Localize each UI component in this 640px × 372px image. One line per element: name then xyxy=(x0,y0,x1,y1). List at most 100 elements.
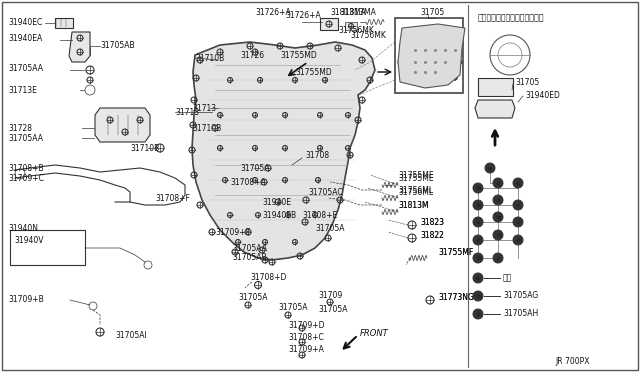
Text: 31705AB: 31705AB xyxy=(232,253,267,263)
Text: 31823: 31823 xyxy=(420,218,444,227)
Text: 31710B: 31710B xyxy=(130,144,159,153)
Text: 31726+A: 31726+A xyxy=(285,10,321,19)
Text: 31822: 31822 xyxy=(420,231,444,240)
Text: a: a xyxy=(476,276,480,280)
Polygon shape xyxy=(95,108,150,142)
Circle shape xyxy=(513,217,523,227)
Text: 31705AB: 31705AB xyxy=(100,41,134,49)
Text: 31709+D: 31709+D xyxy=(288,321,324,330)
Text: c: c xyxy=(516,202,520,208)
Text: 31705AG: 31705AG xyxy=(503,292,538,301)
Text: c: c xyxy=(476,219,480,224)
Text: 31940V: 31940V xyxy=(14,235,44,244)
Text: 31705A: 31705A xyxy=(238,294,268,302)
Text: 31940N: 31940N xyxy=(8,224,38,232)
Polygon shape xyxy=(398,24,465,88)
Text: 31813MA: 31813MA xyxy=(330,7,366,16)
Text: 31822: 31822 xyxy=(420,231,444,240)
Text: 31709+A: 31709+A xyxy=(288,346,324,355)
Text: 31709+B: 31709+B xyxy=(8,295,44,305)
Text: 31708+F: 31708+F xyxy=(155,193,190,202)
Circle shape xyxy=(473,273,483,283)
Text: b: b xyxy=(476,294,480,298)
Bar xyxy=(478,78,513,96)
Text: 31813M: 31813M xyxy=(398,201,429,209)
Text: 31755ME: 31755ME xyxy=(398,173,434,183)
Text: 31713: 31713 xyxy=(192,103,216,112)
Text: b: b xyxy=(476,202,480,208)
Text: 31940EA: 31940EA xyxy=(8,33,42,42)
Text: 31713: 31713 xyxy=(175,108,199,116)
Text: 31940E: 31940E xyxy=(262,198,291,206)
Text: c: c xyxy=(476,237,480,243)
Text: 31705A: 31705A xyxy=(318,305,348,314)
Text: 31755ME: 31755ME xyxy=(398,170,434,180)
Text: b: b xyxy=(476,256,480,260)
Text: 31940ED: 31940ED xyxy=(525,90,560,99)
Text: 31705AA: 31705AA xyxy=(8,64,43,73)
Text: 31773NG: 31773NG xyxy=(438,294,474,302)
Text: 31709+E: 31709+E xyxy=(215,228,250,237)
Bar xyxy=(320,18,338,30)
Text: b: b xyxy=(476,186,480,190)
Text: c: c xyxy=(496,198,500,202)
Text: 31708+B: 31708+B xyxy=(8,164,44,173)
Text: 31713E: 31713E xyxy=(8,86,37,94)
Text: 31705AA: 31705AA xyxy=(8,134,43,142)
Bar xyxy=(55,18,73,28)
Circle shape xyxy=(473,217,483,227)
Text: 31705A: 31705A xyxy=(315,224,344,232)
Circle shape xyxy=(473,200,483,210)
Text: 31708+D: 31708+D xyxy=(250,273,286,282)
Text: 31708+C: 31708+C xyxy=(288,334,324,343)
Text: 31709+C: 31709+C xyxy=(8,173,44,183)
Text: 31823: 31823 xyxy=(420,218,444,227)
Text: c: c xyxy=(516,219,520,224)
Text: c: c xyxy=(476,311,480,317)
Circle shape xyxy=(493,178,503,188)
Circle shape xyxy=(473,291,483,301)
Text: 31756ML: 31756ML xyxy=(398,186,433,195)
Text: 矢印: 矢印 xyxy=(503,273,512,282)
Text: 31726: 31726 xyxy=(240,51,264,60)
Text: 31705: 31705 xyxy=(420,7,444,16)
Text: 31708: 31708 xyxy=(305,151,329,160)
Text: c: c xyxy=(516,180,520,186)
Text: 31940EB: 31940EB xyxy=(262,211,296,219)
Polygon shape xyxy=(475,100,515,118)
Text: c: c xyxy=(496,180,500,186)
Text: c: c xyxy=(496,256,500,260)
Text: b: b xyxy=(496,232,500,237)
Bar xyxy=(345,22,357,30)
Text: 31728: 31728 xyxy=(8,124,32,132)
Text: JR 700PX: JR 700PX xyxy=(556,357,590,366)
Text: 31705: 31705 xyxy=(515,77,540,87)
Text: 31710B: 31710B xyxy=(195,54,224,62)
Text: コントロールバルブ取付ボルト: コントロールバルブ取付ボルト xyxy=(478,13,545,22)
Circle shape xyxy=(513,235,523,245)
Text: 31773NG: 31773NG xyxy=(438,294,474,302)
Text: 31813MA: 31813MA xyxy=(340,7,376,16)
Text: 31726+A: 31726+A xyxy=(255,7,291,16)
Bar xyxy=(395,18,463,93)
Text: 31709: 31709 xyxy=(318,291,342,299)
Text: 31813M: 31813M xyxy=(398,201,429,209)
Text: 31755MF: 31755MF xyxy=(438,247,473,257)
Text: a: a xyxy=(488,166,492,170)
Text: 31705A: 31705A xyxy=(240,164,269,173)
Circle shape xyxy=(473,309,483,319)
Text: b: b xyxy=(496,215,500,219)
Circle shape xyxy=(493,212,503,222)
Text: 31940EC: 31940EC xyxy=(8,17,42,26)
Text: 31705AA: 31705AA xyxy=(232,244,267,253)
Text: 31705AH: 31705AH xyxy=(503,310,538,318)
Text: 31708+E: 31708+E xyxy=(302,211,337,219)
Polygon shape xyxy=(69,32,90,62)
Text: 31755MD: 31755MD xyxy=(295,67,332,77)
Polygon shape xyxy=(192,42,375,260)
Circle shape xyxy=(493,253,503,263)
Circle shape xyxy=(473,235,483,245)
Circle shape xyxy=(473,253,483,263)
Circle shape xyxy=(513,178,523,188)
Bar xyxy=(10,230,85,265)
